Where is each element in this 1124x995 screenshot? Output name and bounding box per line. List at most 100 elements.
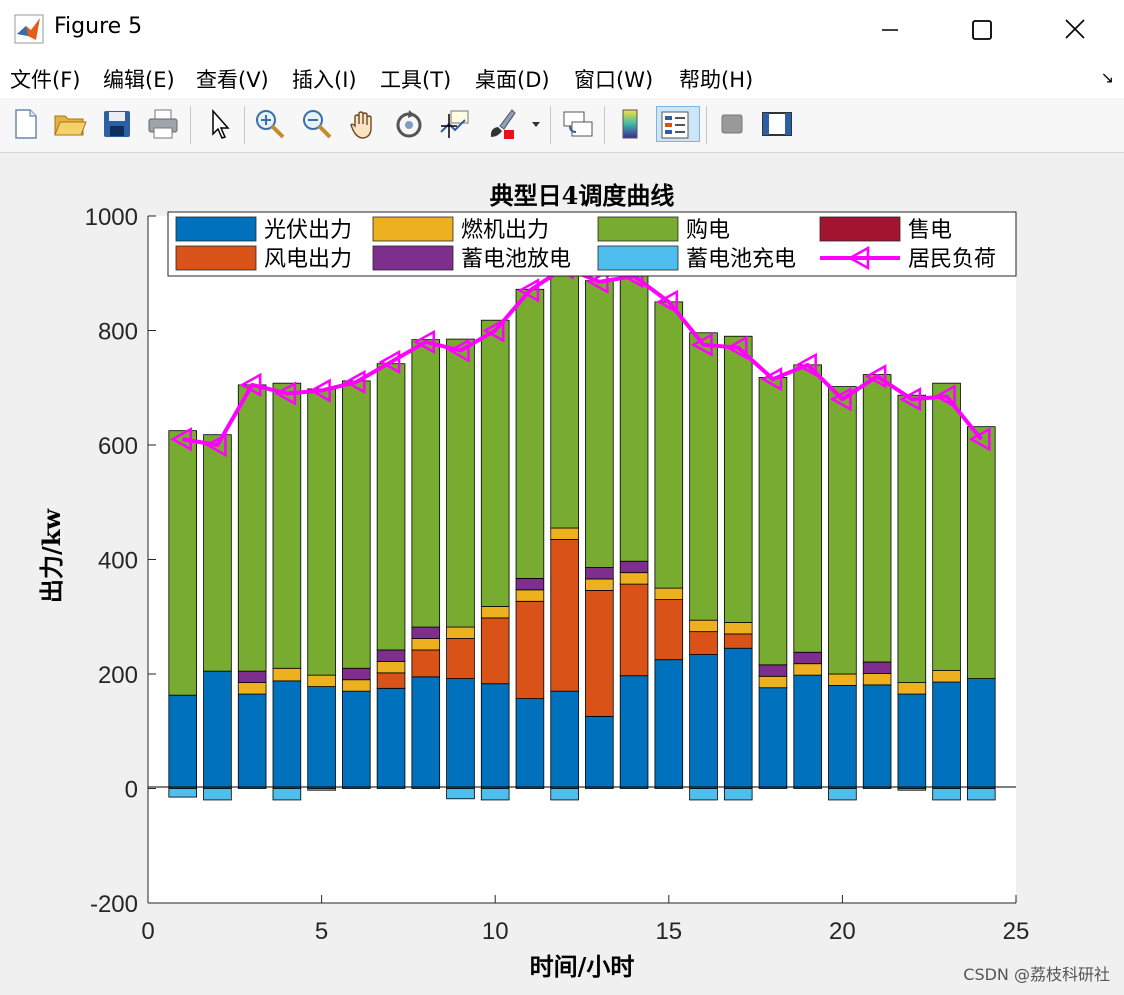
y-tick-label: -200 [90, 891, 138, 918]
y-tick-label: 200 [98, 662, 138, 689]
bar-segment [272, 382, 302, 669]
bar-segment [446, 626, 475, 639]
bar-segment [966, 678, 996, 789]
menu-edit[interactable]: 编辑(E) [103, 68, 175, 92]
brush-icon[interactable] [484, 106, 520, 142]
bar-segment [550, 527, 579, 540]
x-tick-label: 5 [315, 918, 328, 945]
link-plot-icon[interactable] [560, 106, 596, 142]
bar-segment [307, 388, 336, 676]
bar-segment [168, 694, 198, 789]
watermark: CSDN @荔枝科研社 [963, 965, 1110, 984]
bar-segment [828, 788, 857, 801]
bar-segment [654, 301, 684, 589]
bar-segment [237, 693, 267, 789]
bar-segment [828, 386, 857, 675]
bar-segment [758, 675, 788, 689]
bar-segment [862, 673, 892, 686]
bar-segment [654, 659, 684, 789]
load-marker [447, 338, 470, 363]
load-marker [656, 289, 679, 314]
window-titlebar: Figure 5 [0, 0, 1124, 58]
matlab-logo-icon [14, 14, 44, 44]
open-folder-icon[interactable] [52, 106, 88, 142]
bar-segment [793, 651, 822, 665]
bar-segment [862, 684, 892, 789]
load-marker [378, 349, 401, 375]
x-tick-label: 20 [829, 918, 856, 945]
bar-segment [793, 364, 822, 653]
save-icon[interactable] [99, 106, 135, 142]
bar-segment [550, 245, 579, 529]
bar-segment [793, 663, 822, 676]
close-button[interactable] [1055, 12, 1095, 48]
bar-segment [515, 698, 545, 789]
rotate-3d-icon[interactable] [391, 106, 427, 142]
minimize-button[interactable] [870, 12, 910, 48]
menu-insert[interactable]: 插入(I) [292, 68, 357, 92]
toolbar-separator [190, 106, 191, 144]
legend-label: 购电 [686, 218, 730, 243]
bar-segment [585, 590, 614, 717]
bar-segment [307, 674, 336, 687]
legend-label: 燃机出力 [461, 218, 549, 243]
load-marker [690, 332, 713, 357]
bar-segment [966, 426, 996, 679]
bar-segment [411, 649, 441, 678]
bar-segment [203, 670, 232, 789]
bar-segment [932, 788, 961, 801]
bar-segment [237, 682, 267, 695]
load-marker [795, 352, 817, 377]
bar-segment [550, 539, 579, 692]
dock-arrow-icon[interactable]: ↘ [1100, 68, 1114, 87]
zoom-in-icon[interactable] [252, 106, 288, 142]
data-cursor-icon[interactable] [437, 106, 473, 142]
legend-icon[interactable] [656, 106, 700, 142]
bar-segment [411, 638, 441, 651]
load-marker [586, 269, 609, 294]
menu-tools[interactable]: 工具(T) [380, 68, 452, 92]
legend-label: 售电 [908, 218, 952, 243]
bar-segment [932, 670, 961, 683]
legend-swatch [372, 216, 454, 242]
new-file-icon[interactable] [8, 106, 44, 142]
y-tick-label: 800 [98, 319, 138, 346]
bar-segment [480, 319, 510, 607]
bar-segment [793, 674, 822, 789]
menu-file[interactable]: 文件(F) [10, 68, 81, 92]
load-marker [899, 387, 922, 412]
bar-segment [480, 606, 510, 619]
bar-segment [480, 788, 510, 801]
hide-plot-tools-icon[interactable] [714, 106, 750, 142]
bar-segment [203, 788, 232, 801]
bar-segment [480, 683, 510, 789]
bar-segment [342, 667, 371, 681]
load-marker [482, 318, 505, 343]
x-tick-label: 10 [482, 918, 509, 945]
print-icon[interactable] [145, 106, 181, 142]
bar-segment [654, 599, 684, 661]
bar-segment [758, 687, 788, 789]
bar-segment [689, 654, 718, 789]
bar-segment [411, 676, 441, 789]
bar-segment [723, 647, 753, 789]
bar-segment [550, 690, 579, 789]
brush-dropdown-icon[interactable] [528, 106, 544, 142]
legend-label: 蓄电池放电 [461, 247, 571, 272]
load-marker [829, 387, 852, 412]
window-title: Figure 5 [54, 14, 143, 39]
zoom-out-icon[interactable] [299, 106, 335, 142]
menu-desktop[interactable]: 桌面(D) [475, 68, 550, 92]
menu-window[interactable]: 窗口(W) [574, 68, 654, 92]
legend-label: 居民负荷 [908, 247, 996, 272]
menu-view[interactable]: 查看(V) [196, 68, 269, 92]
load-marker [170, 427, 192, 452]
maximize-button[interactable] [962, 12, 1002, 48]
menu-help[interactable]: 帮助(H) [679, 68, 754, 92]
colorbar-icon[interactable] [612, 106, 648, 142]
pointer-icon[interactable] [202, 106, 238, 142]
bar-segment [689, 619, 718, 633]
pan-icon[interactable] [345, 106, 381, 142]
show-plot-tools-icon[interactable] [759, 106, 795, 142]
